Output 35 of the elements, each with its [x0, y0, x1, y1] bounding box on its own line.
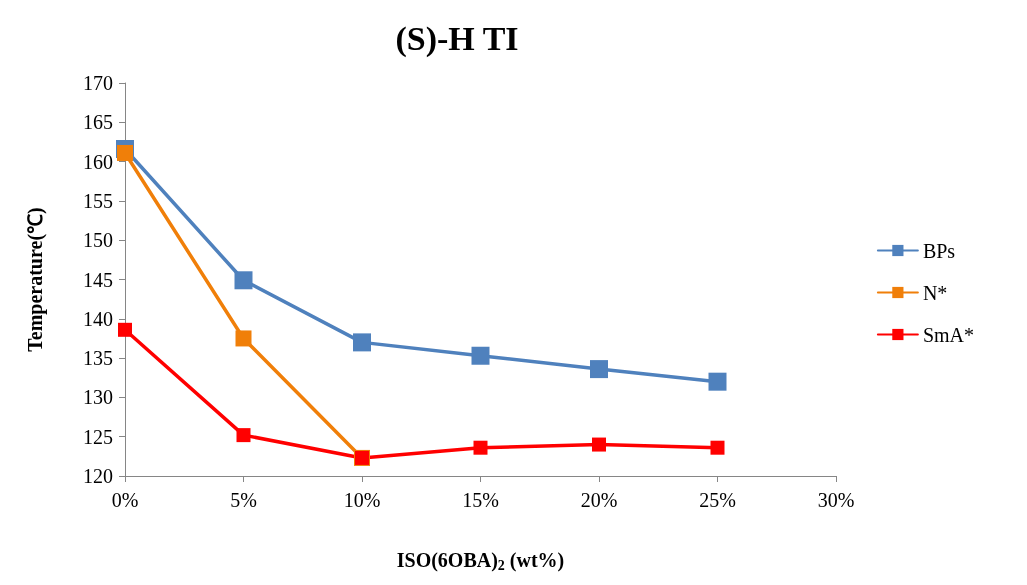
point — [473, 440, 488, 455]
y-tick-label: 155 — [83, 189, 113, 212]
y-tick-label: 130 — [83, 386, 113, 409]
point — [471, 346, 490, 365]
point — [235, 330, 252, 347]
point — [590, 360, 608, 379]
chart-title: (S)-H TI — [395, 19, 519, 58]
legend-label: SmA* — [922, 323, 974, 346]
x-tick-label: 15% — [462, 489, 499, 511]
point — [118, 322, 132, 337]
y-tick-label: 160 — [83, 150, 113, 173]
y-tick-label: 140 — [83, 307, 113, 330]
y-tick-label: 150 — [83, 229, 113, 252]
x-tick-label: 20% — [580, 489, 618, 511]
x-tick-label: 25% — [699, 489, 736, 511]
point — [353, 333, 371, 352]
point — [236, 428, 251, 443]
x-tick-label: 30% — [817, 489, 855, 511]
y-tick-label: 170 — [83, 72, 113, 94]
point — [708, 372, 727, 391]
point — [117, 144, 133, 161]
legend-label: BPs — [922, 239, 956, 262]
y-tick-label: 145 — [83, 268, 113, 291]
x-tick-label: 5% — [230, 489, 257, 511]
y-tick-label: 120 — [83, 465, 113, 487]
y-tick-label: 165 — [83, 111, 113, 134]
x-tick-label: 0% — [111, 489, 139, 511]
point — [710, 440, 725, 455]
y-axis-title: Temperature(℃) — [24, 207, 47, 352]
x-tick-label: 10% — [343, 489, 381, 511]
y-tick-label: 135 — [83, 347, 113, 370]
legend-label: N* — [922, 281, 948, 304]
y-tick-label: 125 — [83, 425, 113, 448]
point — [592, 437, 606, 452]
point — [234, 271, 253, 290]
